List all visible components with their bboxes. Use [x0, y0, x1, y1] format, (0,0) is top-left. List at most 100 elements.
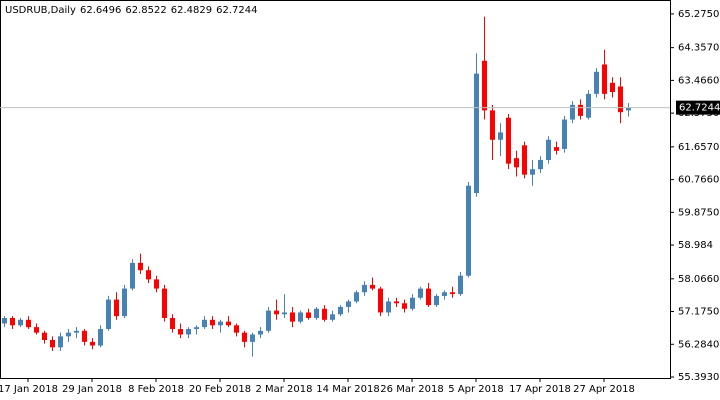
candle-body [346, 301, 351, 307]
x-tick-label: 27 Apr 2018 [573, 384, 635, 395]
candle-body [474, 73, 479, 194]
candle-body [74, 330, 79, 333]
header-value: 62.4829 [171, 5, 212, 16]
candle-body [314, 308, 319, 318]
candle-body [210, 319, 215, 326]
candle-body [514, 158, 519, 168]
candle-body [626, 107, 631, 111]
candle-body [306, 312, 311, 318]
y-tick-label: 58.984 [678, 240, 713, 251]
candle-body [362, 284, 367, 293]
candle-body [122, 288, 127, 317]
candle-body [10, 317, 15, 326]
candle-body [2, 317, 7, 324]
chart-title: USDRUB,Daily [5, 5, 76, 16]
candle-body [290, 312, 295, 322]
candle-body [530, 169, 535, 175]
candle-body [138, 262, 143, 271]
candle-body [610, 82, 615, 93]
candle-body [282, 312, 287, 315]
y-tick-label: 55.3930 [678, 372, 719, 383]
candle-body [578, 104, 583, 116]
candle-body [250, 334, 255, 342]
candle-body [114, 299, 119, 317]
candle-body [506, 117, 511, 164]
candle-body [618, 86, 623, 113]
x-tick-label: 14 Mar 2018 [316, 384, 379, 395]
price-label: 62.7244 [679, 103, 720, 114]
candle-body [386, 301, 391, 313]
x-tick-label: 8 Feb 2018 [128, 384, 184, 395]
candle-body [186, 328, 191, 335]
candle-body [354, 292, 359, 302]
x-tick-label: 17 Jan 2018 [0, 384, 58, 395]
candle-body [178, 328, 183, 335]
x-tick-label: 17 Apr 2018 [509, 384, 571, 395]
candle-body [266, 310, 271, 331]
candle-body [522, 145, 527, 175]
candle-body [130, 262, 135, 289]
y-tick-label: 60.7660 [678, 175, 719, 186]
candle-body [258, 330, 263, 335]
candle-body [498, 132, 503, 140]
candle-body [274, 310, 279, 315]
candle-body [66, 332, 71, 337]
candle-body [442, 292, 447, 296]
candle-body [466, 185, 471, 276]
y-tick-label: 56.2840 [678, 339, 719, 350]
candle-body [242, 332, 247, 342]
candle-body [234, 325, 239, 333]
x-tick-label: 5 Apr 2018 [448, 384, 503, 395]
candle-body [50, 340, 55, 348]
candle-body [82, 330, 87, 342]
y-tick-label: 57.1750 [678, 307, 719, 318]
y-tick-label: 59.8750 [678, 207, 719, 218]
candle-body [562, 119, 567, 149]
candle-body [218, 321, 223, 326]
candle-body [378, 288, 383, 313]
x-tick-label: 26 Mar 2018 [380, 384, 443, 395]
candle-body [18, 319, 23, 326]
header-value: 62.6496 [80, 5, 121, 16]
candle-body [330, 314, 335, 320]
price-label-box [676, 100, 720, 115]
candle-body [434, 295, 439, 306]
candle-body [322, 308, 327, 320]
y-tick-label: 65.2750 [678, 9, 719, 20]
candle-body [394, 301, 399, 304]
y-tick-label: 64.3570 [678, 43, 719, 54]
candle-body [154, 279, 159, 289]
candle-body [42, 332, 47, 341]
header-value: 62.8522 [125, 5, 166, 16]
candle-body [546, 139, 551, 160]
candle-body [202, 319, 207, 328]
plot-frame [0, 0, 671, 379]
candle-body [490, 110, 495, 140]
candle-body [370, 284, 375, 289]
candle-body [98, 328, 103, 346]
x-tick-label: 2 Mar 2018 [255, 384, 312, 395]
candle-body [298, 312, 303, 322]
header-value: 62.7244 [216, 5, 257, 16]
candle-body [26, 319, 31, 328]
x-tick-label: 29 Jan 2018 [62, 384, 122, 395]
candle-body [90, 341, 95, 346]
candle-body [402, 303, 407, 309]
candle-body [338, 306, 343, 315]
candle-body [146, 270, 151, 280]
candle-body [586, 93, 591, 118]
candle-body [162, 288, 167, 318]
candle-body [602, 64, 607, 94]
y-tick-label: 61.6570 [678, 142, 719, 153]
y-tick-label: 63.4660 [678, 75, 719, 86]
candle-body [106, 299, 111, 329]
candle-body [538, 159, 543, 170]
candle-body [426, 288, 431, 306]
candle-body [570, 104, 575, 120]
candle-body [226, 321, 231, 326]
candle-body [482, 60, 487, 111]
candle-body [418, 288, 423, 298]
candle-body [170, 317, 175, 329]
